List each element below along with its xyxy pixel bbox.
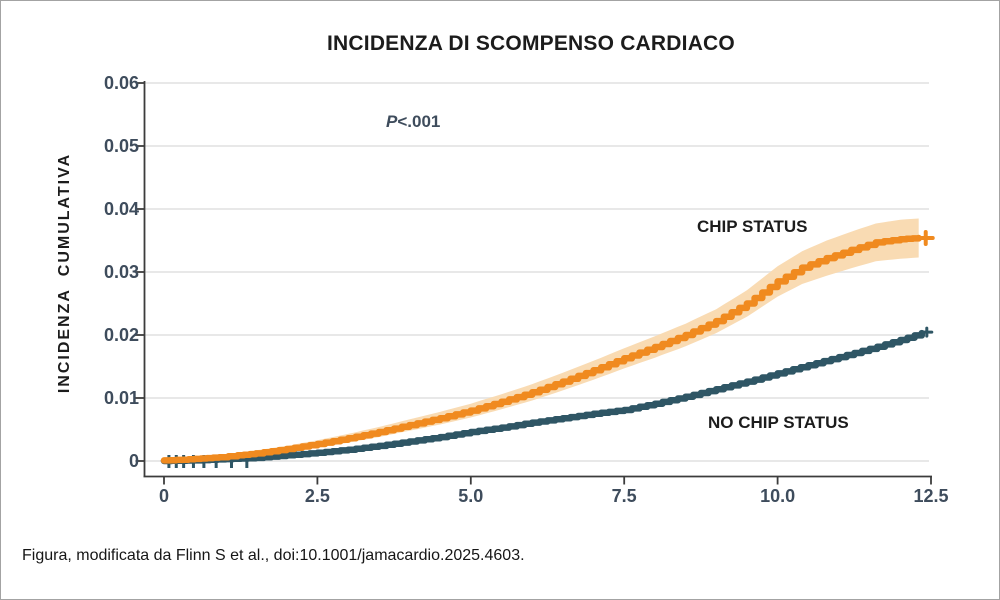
chip-confidence-band (164, 218, 919, 462)
x-tick-label: 5.0 (458, 486, 484, 506)
x-tick-label: 10.0 (760, 486, 796, 506)
chip-curve (160, 234, 922, 464)
figure-caption: Figura, modificata da Flinn S et al., do… (22, 547, 525, 564)
y-tick-label: 0.06 (103, 73, 139, 93)
series-label-chip-status: CHIP STATUS (697, 217, 808, 236)
km-plot (135, 81, 935, 485)
p-value-annotation: P<.001 (386, 112, 441, 131)
x-tick-label: 7.5 (611, 486, 637, 506)
chart-title: INCIDENZA DI SCOMPENSO CARDIACO (327, 32, 735, 55)
x-tick-label: 2.5 (304, 486, 330, 506)
y-tick-label: 0.03 (103, 262, 139, 282)
no-chip-curve (160, 329, 926, 465)
y-tick-label: 0.04 (103, 199, 139, 219)
y-axis-label: INCIDENZA CUMULATIVA (56, 152, 73, 394)
y-tick-label: 0.05 (103, 136, 139, 156)
x-tick-label: 0 (158, 486, 169, 506)
series-label-no-chip-status: NO CHIP STATUS (708, 413, 849, 432)
y-tick-label: 0 (128, 451, 139, 471)
y-tick-label: 0.01 (103, 388, 139, 408)
x-tick-label: 12.5 (913, 486, 949, 506)
y-tick-label: 0.02 (103, 325, 139, 345)
